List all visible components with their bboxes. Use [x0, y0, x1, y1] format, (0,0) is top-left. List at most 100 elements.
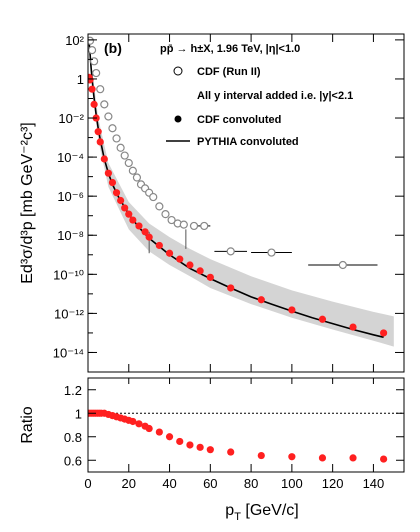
- cdf-run2-point: [179, 220, 188, 229]
- ratio-point: [135, 420, 143, 428]
- cdf-convoluted-point: [94, 128, 102, 136]
- cdf-run2-point: [226, 247, 235, 256]
- y-tick-label-ratio: 1.2: [64, 383, 82, 398]
- y-tick-label-ratio: 0.6: [64, 453, 82, 468]
- y-tick-label-main: 1: [77, 72, 84, 87]
- y-tick-label-main: 10⁻⁶: [57, 189, 84, 204]
- cdf-convoluted-point: [129, 216, 137, 224]
- cdf-convoluted-point: [96, 138, 104, 146]
- y-axis-title-bottom: Ratio: [19, 406, 36, 443]
- x-tick-label: 100: [281, 476, 303, 491]
- legend-label-pythia: PYTHIA convoluted: [197, 136, 299, 148]
- cdf-convoluted-point: [227, 284, 235, 292]
- y-tick-label-main: 10⁻¹²: [54, 306, 85, 321]
- ratio-point: [186, 441, 194, 449]
- x-tick-label: 40: [162, 476, 176, 491]
- cdf-run2-point: [96, 85, 105, 94]
- cdf-run2-point: [155, 202, 164, 211]
- legend-marker-filled-circle: [174, 115, 182, 123]
- ratio-point: [349, 454, 357, 462]
- cdf-run2-point: [100, 100, 109, 109]
- cdf-convoluted-point: [104, 169, 112, 177]
- panel-label: (b): [104, 40, 122, 56]
- cdf-run2-point: [149, 192, 158, 202]
- cdf-run2-point: [167, 215, 176, 225]
- cdf-convoluted-point: [380, 329, 388, 337]
- y-tick-label-main: 10⁻⁸: [57, 228, 84, 243]
- legend: CDF (Run II) All y interval added i.e. |…: [166, 66, 353, 148]
- cdf-run2-point: [267, 248, 276, 257]
- cdf-convoluted-point: [349, 323, 357, 331]
- cdf-convoluted-point: [186, 261, 194, 269]
- ratio-axes: 0 20 40 60 80 100 120 140 0.6 0.8 1 1.2: [64, 378, 404, 491]
- cdf-run2-point: [92, 68, 101, 78]
- ratio-point: [155, 428, 163, 436]
- legend-marker-open-circle: [173, 66, 183, 76]
- cdf-run2-point: [189, 221, 199, 231]
- cdf-run2-point: [124, 158, 133, 168]
- cdf-convoluted-point: [165, 249, 174, 257]
- cdf-run2-point: [112, 134, 121, 143]
- cdf-run2-point: [88, 45, 97, 55]
- ratio-point: [129, 417, 137, 426]
- y-tick-label-main: 10⁻²: [58, 111, 84, 126]
- cdf-run2-point: [90, 57, 99, 66]
- main-series-layer: [88, 36, 388, 339]
- cdf-convoluted-point: [88, 76, 94, 84]
- ratio-point: [196, 443, 204, 451]
- cdf-convoluted-point: [100, 155, 108, 163]
- cdf-convoluted-point: [121, 204, 129, 212]
- cdf-convoluted-point: [135, 222, 143, 230]
- cdf-convoluted-point: [90, 100, 98, 108]
- x-tick-label: 80: [244, 476, 258, 491]
- cdf-convoluted-point: [88, 85, 96, 93]
- cdf-run2-point: [161, 210, 170, 219]
- x-tick-label: 120: [322, 476, 344, 491]
- y-tick-label-main: 10⁻¹⁰: [53, 267, 84, 282]
- ratio-plot-frame: [87, 377, 405, 473]
- cdf-run2-point: [88, 36, 95, 45]
- y-tick-label-main: 10⁻⁴: [57, 150, 84, 165]
- ratio-panel: 0 20 40 60 80 100 120 140 0.6 0.8 1 1.2 Ratio: [19, 377, 405, 491]
- cdf-convoluted-point: [108, 178, 117, 187]
- legend-label-all-y: All y interval added i.e. |y|<2.1: [197, 90, 353, 102]
- x-tick-label: 140: [363, 476, 385, 491]
- cdf-run2-point: [200, 221, 209, 231]
- legend-label-cdf-convoluted: CDF convoluted: [197, 114, 281, 126]
- ratio-point: [227, 448, 235, 456]
- legend-label-cdf-run2: CDF (Run II): [197, 66, 261, 78]
- cdf-convoluted-point: [288, 306, 296, 314]
- cdf-convoluted-point: [112, 189, 121, 197]
- ratio-series-layer: [88, 409, 388, 463]
- y-tick-label-ratio: 0.8: [64, 430, 82, 445]
- cdf-run2-point: [104, 112, 113, 121]
- cdf-convoluted-point: [145, 233, 153, 241]
- ratio-point: [288, 453, 296, 461]
- ratio-point: [257, 451, 265, 460]
- cdf-convoluted-point: [125, 210, 133, 218]
- cdf-convoluted-point: [257, 296, 265, 304]
- x-tick-label: 20: [122, 476, 136, 491]
- uncertainty-band: [89, 36, 394, 347]
- ratio-point: [165, 433, 174, 441]
- cdf-convoluted-point: [176, 255, 184, 263]
- main-axes: 10² 1 10⁻² 10⁻⁴ 10⁻⁶ 10⁻⁸ 10⁻¹⁰ 10⁻¹² 10⁻¹⁴: [53, 33, 404, 373]
- cdf-convoluted-point: [318, 315, 327, 323]
- cdf-run2-point: [128, 166, 137, 175]
- cdf-run2-point: [108, 124, 117, 133]
- ratio-point: [380, 455, 388, 463]
- x-axis-title: pT [GeV/c]: [225, 502, 298, 523]
- cdf-convoluted-point: [117, 196, 125, 205]
- cdf-run2-point: [132, 173, 142, 182]
- y-tick-label-main: 10⁻¹⁴: [53, 345, 84, 360]
- y-tick-label-ratio: 1: [75, 406, 82, 421]
- cdf-convoluted-point: [196, 267, 204, 275]
- y-axis-title-top: Ed³σ/d³p [mb GeV⁻²c³]: [19, 122, 36, 283]
- cdf-convoluted-point: [141, 228, 149, 236]
- cdf-convoluted-point: [155, 241, 163, 250]
- main-plot-frame: [87, 33, 405, 373]
- figure-header: pp̄ → h±X, 1.96 TeV, |η|<1.0: [160, 43, 300, 55]
- ratio-point: [206, 446, 214, 454]
- cdf-run2-point: [116, 143, 125, 152]
